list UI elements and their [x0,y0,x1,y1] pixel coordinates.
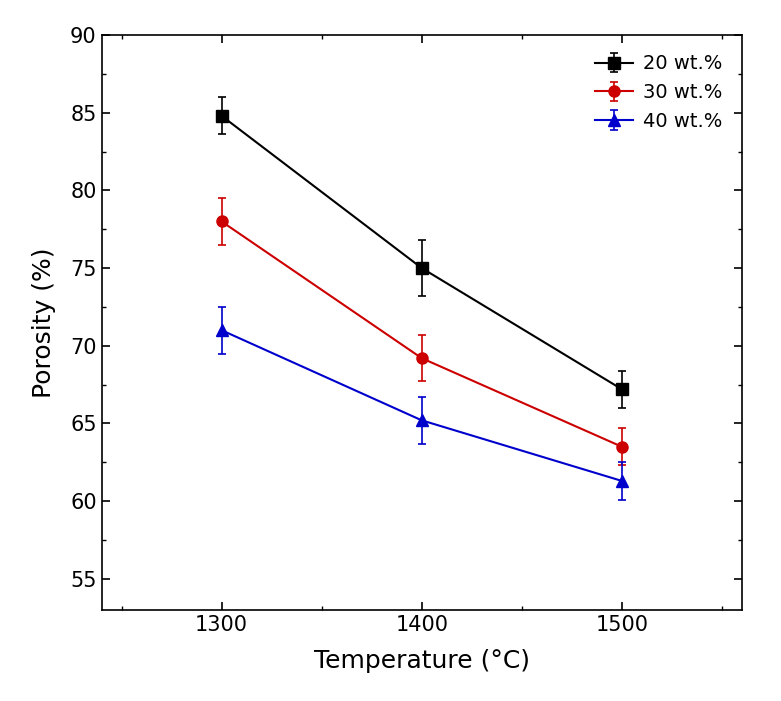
X-axis label: Temperature (°C): Temperature (°C) [314,648,530,673]
Legend: 20 wt.%, 30 wt.%, 40 wt.%: 20 wt.%, 30 wt.%, 40 wt.% [585,45,733,141]
Y-axis label: Porosity (%): Porosity (%) [32,247,56,397]
